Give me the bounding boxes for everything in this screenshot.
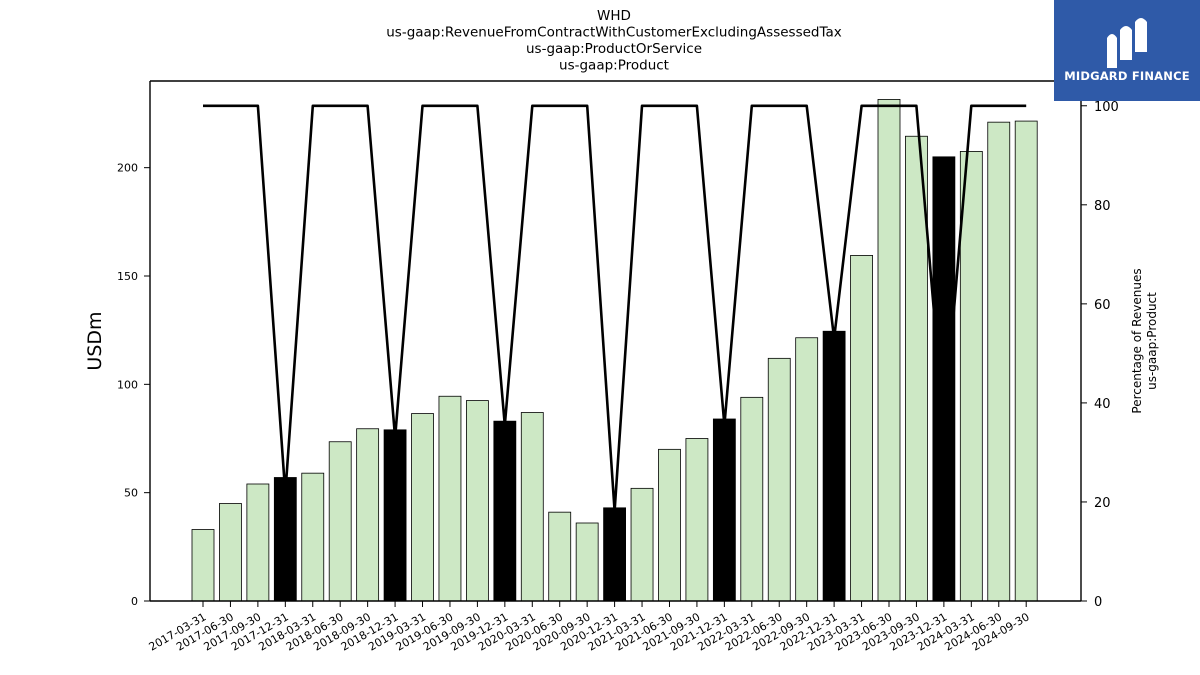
bar — [712, 418, 736, 602]
bar — [520, 412, 544, 602]
bar — [575, 522, 599, 602]
midgard-logo-mark-icon — [1107, 18, 1147, 68]
bar — [438, 395, 462, 602]
logo-text: MIDGARD FINANCE — [1064, 69, 1190, 83]
bar — [356, 428, 380, 602]
y-right-axis-label: us-gaap:Product — [1145, 292, 1159, 390]
y-tick-label: 0 — [131, 595, 138, 608]
chart-title-line: us-gaap:ProductOrService — [526, 41, 702, 57]
midgard-finance-logo: MIDGARD FINANCE — [1054, 0, 1200, 101]
bar — [795, 337, 819, 602]
y-right-tick-label: 80 — [1094, 199, 1111, 214]
bar — [493, 420, 517, 602]
y-right-axis-label: Percentage of Revenues — [1130, 268, 1144, 413]
bar — [850, 255, 873, 602]
bar — [630, 487, 654, 602]
chart-title-line: WHD — [597, 8, 631, 24]
y-right-tick-label: 0 — [1094, 595, 1102, 610]
y-tick-label: 150 — [117, 270, 138, 283]
y-tick-label: 50 — [124, 487, 138, 500]
bar — [767, 357, 791, 602]
bar — [383, 429, 407, 602]
bar — [1014, 120, 1038, 602]
chart-title-line: us-gaap:RevenueFromContractWithCustomerE… — [386, 25, 842, 41]
bar — [685, 438, 709, 602]
bar — [219, 503, 242, 602]
bar — [822, 330, 846, 602]
bar — [658, 448, 681, 602]
y-right-tick-label: 20 — [1094, 496, 1111, 511]
y-axis-label: USDm — [84, 311, 106, 370]
y-tick-label: 100 — [117, 378, 138, 391]
bar — [191, 529, 215, 602]
y-right-tick-label: 40 — [1094, 397, 1111, 412]
bar — [411, 413, 434, 602]
percentage-line — [203, 104, 1027, 513]
bar — [603, 507, 626, 602]
bar — [987, 121, 1011, 602]
bar — [328, 441, 352, 602]
bar — [465, 400, 489, 602]
bar — [246, 483, 270, 602]
bar — [740, 396, 764, 602]
bar — [959, 151, 983, 602]
bar — [301, 472, 325, 602]
y-right-tick-label: 60 — [1094, 298, 1111, 313]
y-right-tick-label: 100 — [1094, 100, 1119, 115]
bar — [273, 477, 297, 602]
y-tick-label: 200 — [117, 162, 138, 175]
bar — [932, 156, 956, 602]
chart-title-line: us-gaap:Product — [559, 58, 669, 74]
bar — [877, 99, 901, 602]
bar — [548, 511, 572, 602]
